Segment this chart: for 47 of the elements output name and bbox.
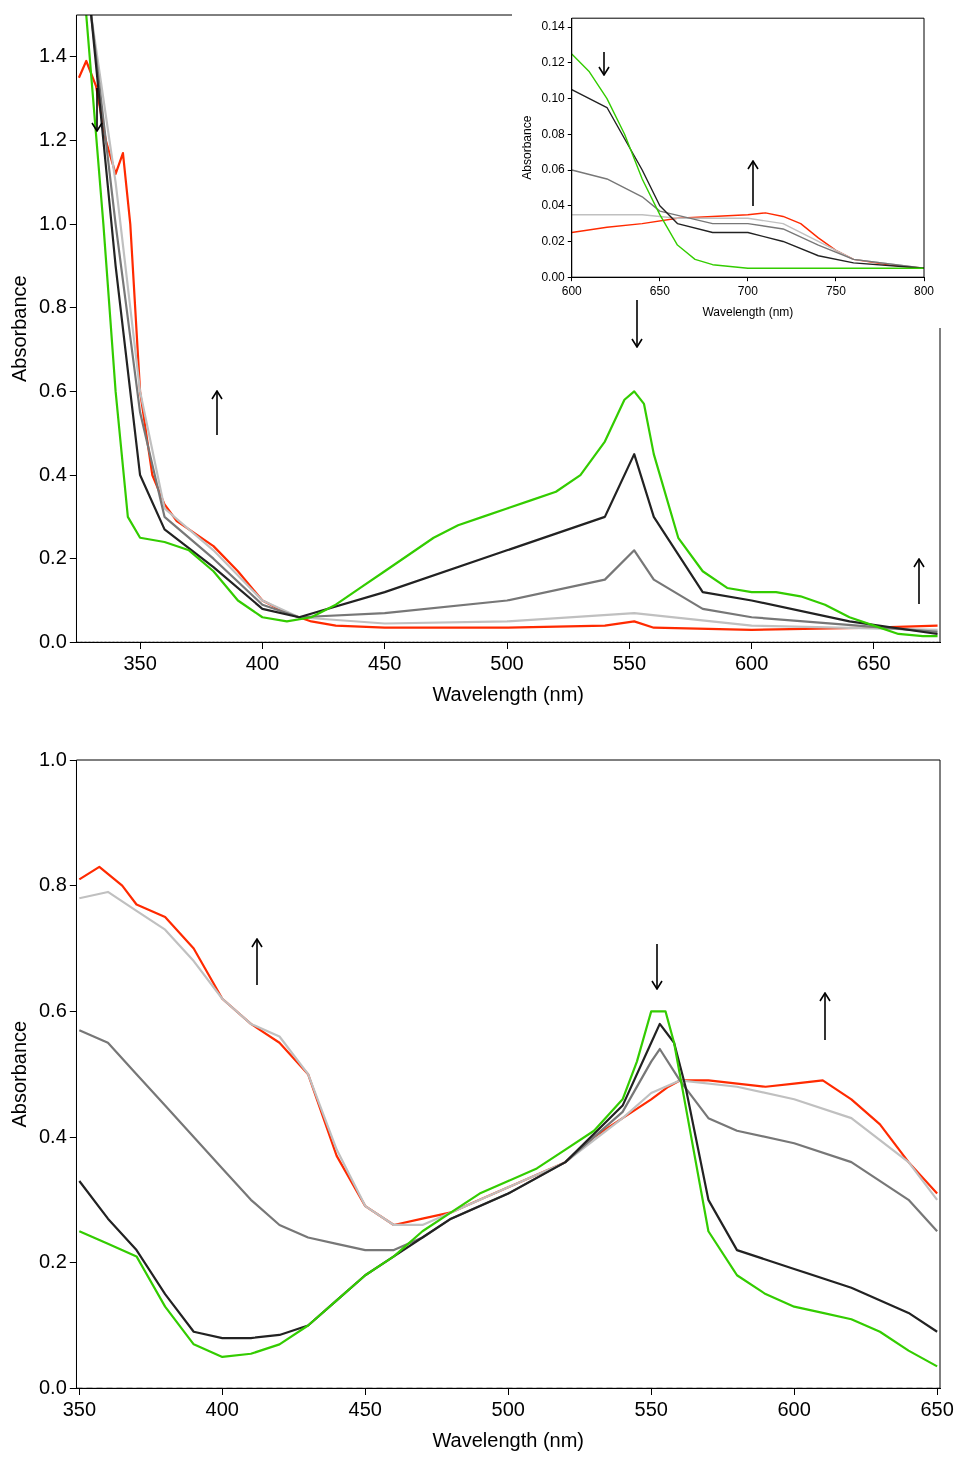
y-tick-label: 0.8 — [38, 295, 67, 318]
y-tick-label: 0.02 — [541, 233, 566, 248]
x-tick-label: 350 — [62, 1397, 97, 1420]
x-tick-label: 650 — [920, 1397, 954, 1420]
y-tick-label: 0.6 — [38, 378, 67, 401]
y-tick-label: 0.12 — [541, 55, 566, 70]
x-tick-label: 650 — [649, 283, 671, 298]
y-tick-label: 0.2 — [38, 1250, 67, 1273]
y-axis-title: Absorbance — [7, 1020, 30, 1128]
y-tick-label: 0.0 — [38, 1375, 67, 1398]
y-tick-label: 0.14 — [541, 19, 566, 34]
x-tick-label: 550 — [612, 651, 647, 674]
x-axis-title: Wavelength (nm) — [432, 682, 585, 705]
x-axis-title: Wavelength (nm) — [432, 1428, 585, 1451]
x-tick-label: 500 — [490, 651, 524, 674]
x-tick-label: 350 — [123, 651, 157, 674]
x-tick-label: 750 — [825, 283, 847, 298]
x-tick-label: 700 — [737, 283, 759, 298]
x-tick-label: 550 — [634, 1397, 668, 1420]
x-axis-title: Wavelength (nm) — [702, 305, 794, 320]
x-tick-label: 600 — [561, 283, 583, 298]
x-tick-label: 600 — [734, 651, 769, 674]
y-tick-label: 0.4 — [38, 462, 67, 485]
y-tick-label: 0.6 — [38, 998, 67, 1021]
y-tick-label: 0.00 — [541, 269, 566, 284]
y-tick-label: 1.0 — [38, 211, 67, 234]
x-tick-label: 400 — [245, 651, 280, 674]
y-tick-label: 0.06 — [541, 162, 566, 177]
y-tick-label: 0.08 — [541, 126, 566, 141]
x-tick-label: 650 — [857, 651, 891, 674]
y-axis-title: Absorbance — [7, 275, 30, 383]
y-tick-label: 0.0 — [38, 629, 67, 652]
x-tick-label: 600 — [777, 1397, 811, 1420]
y-axis-title: Absorbance — [519, 115, 534, 180]
x-tick-label: 450 — [348, 1397, 382, 1420]
y-tick-label: 0.04 — [541, 198, 566, 213]
x-tick-label: 800 — [913, 283, 935, 298]
y-tick-label: 0.2 — [38, 546, 67, 569]
y-tick-label: 0.10 — [541, 90, 566, 105]
y-tick-label: 0.8 — [38, 873, 67, 896]
y-tick-label: 0.4 — [38, 1124, 67, 1147]
x-tick-label: 400 — [205, 1397, 239, 1420]
y-tick-label: 1.0 — [38, 747, 67, 770]
x-tick-label: 500 — [491, 1397, 525, 1420]
y-tick-label: 1.4 — [38, 44, 67, 67]
y-tick-label: 1.2 — [38, 127, 67, 150]
x-tick-label: 450 — [368, 651, 402, 674]
